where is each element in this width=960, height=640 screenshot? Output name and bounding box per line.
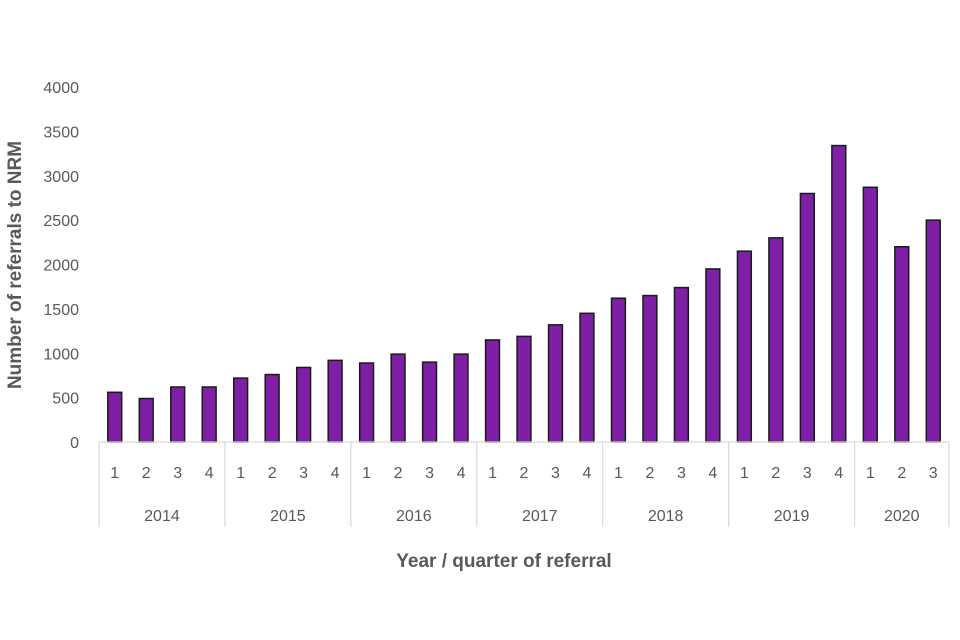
x-quarter-label: 1 [362,465,371,482]
x-year-label: 2015 [270,508,306,525]
x-quarter-label: 1 [110,465,119,482]
y-tick-label: 2000 [43,258,79,275]
x-year-label: 2020 [884,508,920,525]
bar [390,353,406,443]
bar [170,386,186,443]
bar [736,250,753,443]
x-quarter-label: 1 [488,465,497,482]
bar [421,361,438,443]
x-axis-label: Year / quarter of referral [396,551,611,572]
bar [547,324,564,443]
bar [232,377,249,443]
bar [579,312,595,443]
y-tick-label: 500 [52,391,79,408]
x-quarter-label: 4 [583,465,592,482]
x-quarter-label: 2 [645,465,654,482]
bar [358,362,375,443]
bar [894,246,910,443]
x-year-label: 2016 [396,508,432,525]
x-quarter-label: 2 [268,465,277,482]
y-tick-label: 2500 [43,213,79,230]
x-year-label: 2018 [648,508,684,525]
x-quarter-label: 2 [142,465,151,482]
y-axis-ticks: 0 500 1000 1500 2000 2500 3000 3500 4000 [43,80,79,452]
x-year-label: 2019 [774,508,810,525]
x-quarter-label: 4 [457,465,466,482]
bar [799,192,816,443]
bar [768,237,784,443]
x-quarter-label: 2 [394,465,403,482]
y-axis-label: Number of referrals to NRM [5,141,26,389]
bar [295,366,312,443]
x-quarter-label: 3 [173,465,182,482]
x-quarter-label: 3 [299,465,308,482]
x-quarter-label: 1 [866,465,875,482]
x-quarter-label: 4 [331,465,340,482]
y-tick-label: 4000 [43,80,79,97]
x-quarter-label: 3 [677,465,686,482]
bar [327,359,343,443]
bar [862,186,878,443]
bars [107,144,941,443]
x-year-label: 2014 [144,508,180,525]
bar [705,268,721,443]
bar [673,286,690,443]
y-tick-label: 3500 [43,124,79,141]
x-quarter-label: 2 [520,465,529,482]
x-quarter-label: 4 [708,465,717,482]
x-quarter-label: 1 [740,465,749,482]
x-quarter-label: 4 [205,465,214,482]
bar [484,339,501,443]
bar [831,144,847,443]
x-quarter-label: 3 [803,465,812,482]
y-tick-label: 1500 [43,302,79,319]
x-axis: 1 2 3 4 2014 1 2 3 4 2015 1 2 3 4 2016 1 2 3 4 2017 1 2 3 4 2018… [98,441,950,527]
x-quarter-label: 3 [929,465,938,482]
x-year-label: 2017 [522,508,558,525]
y-tick-label: 3000 [43,169,79,186]
y-tick-label: 1000 [43,346,79,363]
x-quarter-label: 1 [614,465,623,482]
x-quarter-label: 1 [236,465,245,482]
x-quarter-label: 3 [425,465,434,482]
bar [453,353,469,443]
bar [642,294,658,443]
x-quarter-label: 2 [771,465,780,482]
bar [264,373,280,443]
bar [516,335,532,443]
bar [610,297,627,443]
x-quarter-label: 4 [834,465,843,482]
x-quarter-label: 2 [897,465,906,482]
bar [925,219,941,443]
bar [138,397,154,443]
bar [201,386,217,443]
bar [107,391,123,443]
y-tick-label: 0 [70,435,79,452]
x-quarter-label: 3 [551,465,560,482]
